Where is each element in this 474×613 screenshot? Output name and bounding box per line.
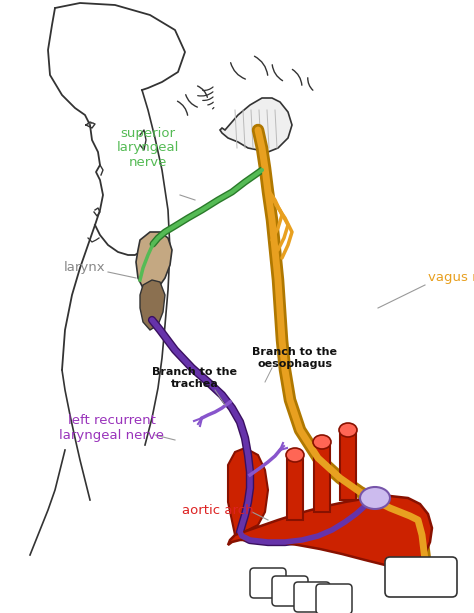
Text: larynx: larynx bbox=[64, 262, 106, 275]
Text: Branch to the
oesophagus: Branch to the oesophagus bbox=[253, 347, 337, 369]
Polygon shape bbox=[314, 442, 330, 512]
Polygon shape bbox=[228, 496, 432, 566]
Polygon shape bbox=[220, 98, 292, 152]
Text: superior
laryngeal
nerve: superior laryngeal nerve bbox=[117, 126, 179, 170]
Ellipse shape bbox=[339, 423, 357, 437]
Ellipse shape bbox=[313, 435, 331, 449]
Text: Branch to the
trachea: Branch to the trachea bbox=[153, 367, 237, 389]
FancyBboxPatch shape bbox=[294, 582, 330, 612]
Text: vagus nerve: vagus nerve bbox=[428, 272, 474, 284]
FancyBboxPatch shape bbox=[250, 568, 286, 598]
Text: left recurrent
laryngeal nerve: left recurrent laryngeal nerve bbox=[60, 414, 164, 442]
Polygon shape bbox=[140, 280, 165, 330]
Polygon shape bbox=[228, 448, 268, 535]
Text: aortic arch: aortic arch bbox=[182, 503, 254, 517]
FancyBboxPatch shape bbox=[272, 576, 308, 606]
Polygon shape bbox=[287, 455, 303, 520]
Ellipse shape bbox=[286, 448, 304, 462]
Polygon shape bbox=[340, 430, 356, 500]
Polygon shape bbox=[136, 232, 172, 292]
FancyBboxPatch shape bbox=[316, 584, 352, 613]
FancyBboxPatch shape bbox=[385, 557, 457, 597]
Ellipse shape bbox=[360, 487, 390, 509]
